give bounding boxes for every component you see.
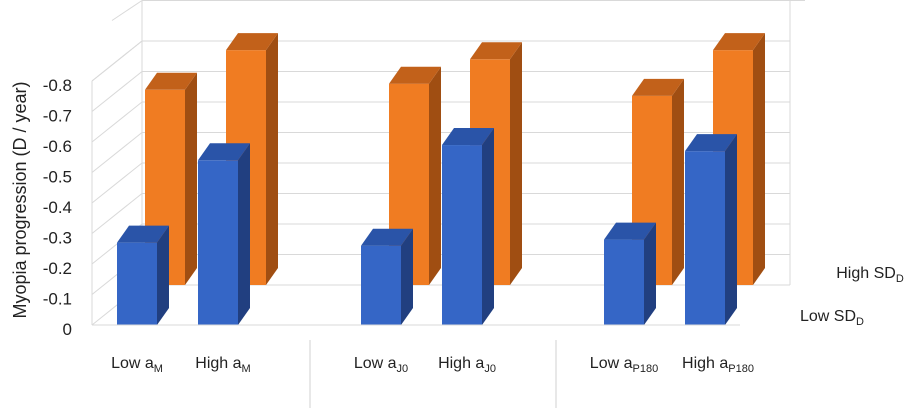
bar-low-sd	[685, 134, 737, 325]
legend-low-sd: Low SDD	[800, 308, 864, 328]
bar-low-sd-front	[117, 242, 157, 325]
bar-low-sd-top	[117, 225, 169, 243]
bar-low-sd-side	[644, 222, 656, 325]
x-tick-label: Low aP180	[590, 355, 658, 375]
y-tick-label: -0.1	[43, 290, 72, 309]
bar-low-sd-front	[198, 160, 238, 325]
gridline-side	[91, 193, 143, 234]
bar-high-sd-side	[672, 78, 684, 286]
x-tick-label: High aM	[195, 355, 250, 375]
y-tick-label: -0.6	[43, 137, 72, 156]
bar-low-sd-side	[482, 128, 494, 325]
y-tick-label: -0.3	[43, 229, 72, 248]
bar-low-sd-top	[198, 143, 250, 161]
y-tick-label: -0.5	[43, 168, 72, 187]
bar-low-sd-side	[157, 225, 169, 325]
y-tick-label: 0	[63, 320, 72, 339]
y-tick-label: -0.7	[43, 107, 72, 126]
gridline-side	[91, 132, 143, 173]
bar-low-sd-top	[442, 128, 494, 146]
bar-low-sd-front	[442, 145, 482, 325]
bar-high-sd-top	[389, 66, 441, 84]
bar-low-sd	[604, 222, 656, 325]
bar-high-sd-top	[226, 33, 278, 51]
bar-high-sd-side	[510, 42, 522, 285]
bar-low-sd-top	[361, 228, 413, 246]
bar-high-sd-top	[470, 42, 522, 60]
gridline-side	[91, 40, 143, 82]
bar-low-sd-top	[685, 134, 737, 152]
bar-low-sd-front	[685, 151, 725, 325]
x-tick-label: High aJ0	[438, 355, 496, 375]
gridline-side	[91, 162, 143, 204]
y-tick-label: -0.2	[43, 259, 72, 278]
bar-low-sd-side	[725, 134, 737, 325]
bar-low-sd	[361, 228, 413, 325]
bar-high-sd-side	[429, 66, 441, 285]
bar-low-sd-front	[604, 239, 644, 325]
bar-low-sd-side	[238, 143, 250, 325]
bar-high-sd-top	[145, 72, 197, 90]
bar-high-sd-top	[713, 33, 765, 51]
gridline-side	[111, 0, 143, 21]
bar-low-sd-side	[401, 228, 413, 325]
gridline-side	[91, 71, 143, 112]
y-tick-label: -0.8	[43, 76, 72, 95]
bar-low-sd-top	[604, 222, 656, 240]
x-tick-label: Low aM	[111, 355, 163, 375]
bar-low-sd	[198, 143, 250, 325]
bar-high-sd-top	[632, 78, 684, 96]
bar-high-sd-side	[753, 33, 765, 286]
bar-low-sd-front	[361, 245, 401, 325]
bar-low-sd	[117, 225, 169, 325]
y-axis-label: Myopia progression (D / year)	[10, 81, 30, 318]
bar-high-sd-side	[185, 72, 197, 285]
y-tick-label: -0.4	[43, 198, 72, 217]
bar-low-sd	[442, 128, 494, 325]
bar-high-sd-side	[266, 33, 278, 286]
x-tick-label: Low aJ0	[354, 355, 408, 375]
legend-high-sd: High SDD	[836, 265, 904, 285]
gridline-side	[91, 101, 143, 143]
x-tick-label: High aP180	[682, 355, 754, 375]
